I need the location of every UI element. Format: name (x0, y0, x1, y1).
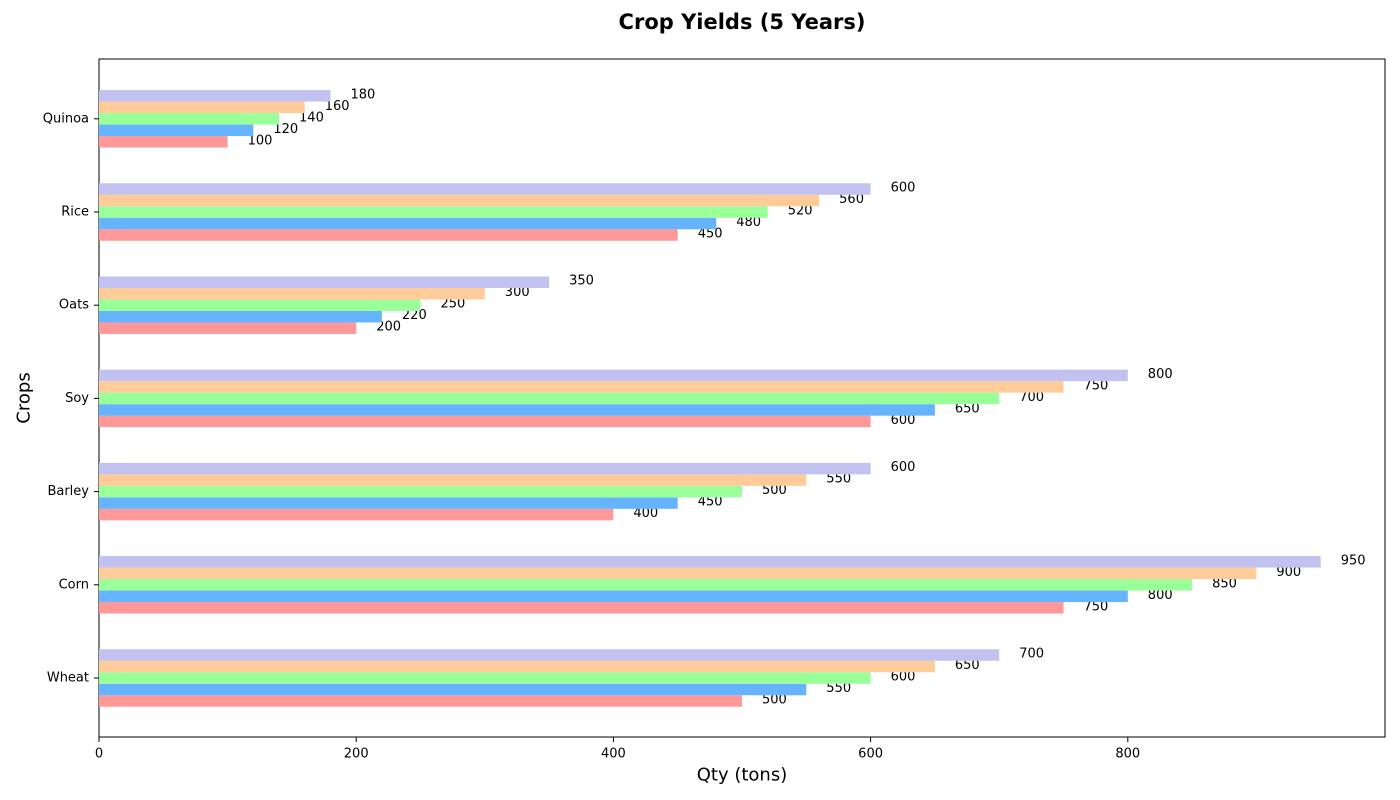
data-label-oats-4: 350 (569, 274, 594, 289)
data-label-oats-2: 250 (441, 297, 466, 312)
bar-barley-0 (99, 508, 614, 521)
y-tick-label-wheat: Wheat (47, 671, 89, 686)
data-label-wheat-3: 650 (955, 658, 980, 673)
bar-wheat-3 (99, 660, 935, 673)
y-tick-label-rice: Rice (61, 205, 89, 220)
data-label-rice-3: 560 (839, 192, 864, 207)
bar-soy-4 (99, 369, 1128, 382)
bar-corn-1 (99, 590, 1128, 603)
data-label-wheat-1: 550 (826, 681, 851, 696)
data-label-barley-4: 600 (891, 460, 916, 475)
data-label-wheat-4: 700 (1019, 647, 1044, 662)
data-label-rice-4: 600 (891, 181, 916, 196)
data-label-quinoa-2: 140 (299, 110, 324, 125)
bar-oats-4 (99, 276, 550, 288)
data-label-barley-1: 450 (698, 495, 723, 510)
data-label-wheat-0: 500 (762, 693, 787, 708)
bar-quinoa-4 (99, 90, 331, 102)
bar-quinoa-3 (99, 101, 305, 114)
bar-oats-3 (99, 287, 485, 300)
x-tick-label-800: 800 (1115, 747, 1140, 762)
chart-title: Crop Yields (5 Years) (618, 10, 866, 34)
bar-soy-3 (99, 381, 1064, 393)
data-label-oats-3: 300 (505, 285, 530, 300)
bar-oats-1 (99, 310, 382, 323)
x-tick-label-200: 200 (344, 747, 369, 762)
data-label-corn-4: 950 (1341, 553, 1366, 568)
bar-quinoa-0 (99, 136, 228, 148)
bar-corn-4 (99, 556, 1321, 568)
x-tick-label-0: 0 (95, 747, 103, 762)
data-label-oats-0: 200 (376, 320, 401, 335)
bar-oats-0 (99, 322, 357, 334)
data-label-soy-1: 650 (955, 401, 980, 416)
bar-corn-2 (99, 579, 1193, 591)
data-label-quinoa-1: 120 (273, 122, 298, 137)
bar-soy-0 (99, 415, 871, 428)
x-tick-label-400: 400 (601, 747, 626, 762)
bar-soy-1 (99, 404, 935, 416)
data-label-wheat-2: 600 (891, 670, 916, 685)
data-label-soy-0: 600 (891, 413, 916, 428)
bar-barley-1 (99, 497, 678, 509)
data-label-oats-1: 220 (402, 308, 427, 323)
data-label-corn-1: 800 (1148, 588, 1173, 603)
data-label-soy-2: 700 (1019, 390, 1044, 405)
bar-barley-3 (99, 474, 807, 486)
y-tick-label-corn: Corn (59, 577, 89, 592)
data-label-rice-1: 480 (736, 215, 761, 230)
bar-wheat-4 (99, 649, 1000, 661)
bar-rice-2 (99, 206, 768, 218)
y-tick-label-quinoa: Quinoa (43, 111, 89, 126)
x-tick-label-600: 600 (858, 747, 883, 762)
bar-quinoa-1 (99, 124, 254, 137)
data-label-rice-0: 450 (698, 227, 723, 242)
data-label-quinoa-3: 160 (325, 99, 350, 114)
data-label-corn-2: 850 (1212, 576, 1237, 591)
x-axis-title: Qty (tons) (697, 765, 788, 786)
bar-rice-3 (99, 194, 820, 207)
y-tick-label-soy: Soy (65, 391, 89, 406)
bar-wheat-1 (99, 683, 807, 696)
bar-soy-2 (99, 392, 1000, 405)
data-label-corn-3: 900 (1276, 565, 1301, 580)
data-label-corn-0: 750 (1084, 599, 1109, 614)
data-label-barley-2: 500 (762, 483, 787, 498)
data-label-barley-3: 550 (826, 472, 851, 487)
data-label-quinoa-0: 100 (248, 133, 273, 148)
data-label-soy-4: 800 (1148, 367, 1173, 382)
bar-rice-4 (99, 183, 871, 195)
bar-barley-2 (99, 485, 742, 498)
bar-quinoa-2 (99, 113, 280, 125)
bar-rice-0 (99, 229, 678, 241)
bar-corn-0 (99, 602, 1064, 614)
data-label-barley-0: 400 (633, 506, 658, 521)
bar-wheat-0 (99, 695, 742, 707)
data-label-quinoa-4: 180 (350, 87, 375, 102)
data-label-soy-3: 750 (1084, 378, 1109, 393)
bar-wheat-2 (99, 672, 871, 684)
y-tick-label-oats: Oats (59, 298, 89, 313)
data-label-rice-2: 520 (788, 204, 813, 219)
bar-barley-4 (99, 462, 871, 475)
bar-corn-3 (99, 567, 1257, 580)
y-tick-label-barley: Barley (47, 484, 89, 499)
bar-oats-2 (99, 299, 421, 311)
y-axis-title: Crops (14, 372, 35, 423)
bar-rice-1 (99, 217, 717, 230)
